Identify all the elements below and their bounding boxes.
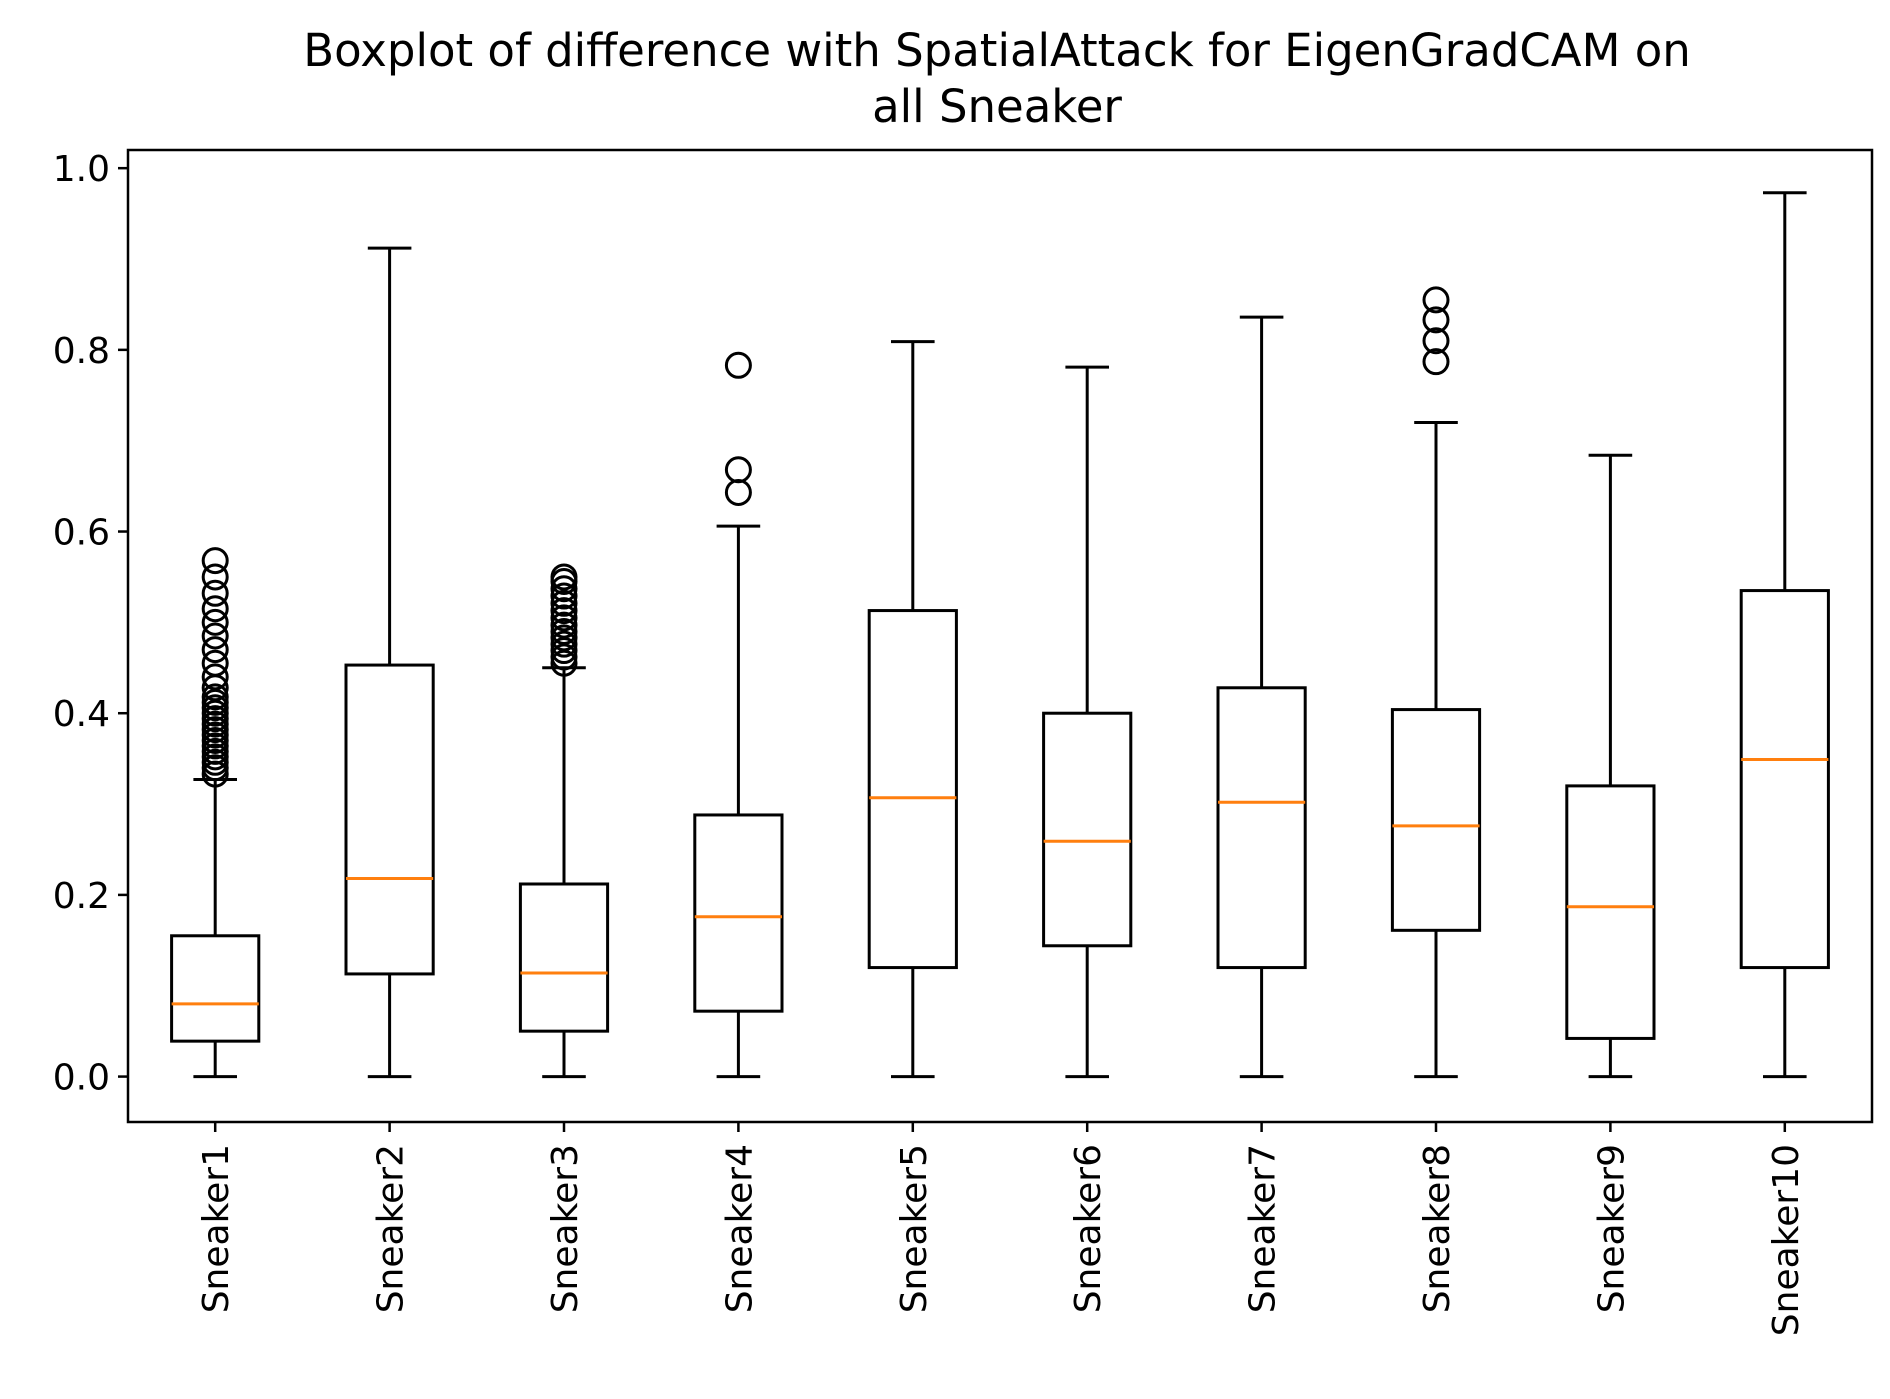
axes: 0.0 0.2 0.4 0.6 0.8 1.0 Sneaker1 Sneaker2 Sneake…: [53, 148, 1874, 1336]
y-tick-label: 0.2: [53, 876, 110, 917]
outlier-point: [724, 478, 752, 506]
y-tick-label: 0.6: [53, 513, 110, 554]
box-group-10: [1739, 191, 1830, 1079]
outlier-point: [550, 589, 578, 617]
x-tick-label: Sneaker5: [894, 1144, 935, 1313]
x-tick-label: Sneaker9: [1591, 1144, 1632, 1313]
chart-title-line-1: Boxplot of difference with SpatialAttack…: [303, 24, 1691, 77]
outlier-point: [724, 351, 752, 379]
outlier-point: [550, 563, 578, 591]
outlier-point: [201, 547, 229, 575]
outlier-point: [1422, 286, 1450, 314]
outlier-point: [201, 563, 229, 591]
x-tick-label: Sneaker10: [1766, 1144, 1807, 1336]
outlier-point: [1422, 306, 1450, 334]
plot-marks: [170, 191, 1830, 1079]
x-tick-label: Sneaker8: [1417, 1144, 1458, 1313]
outlier-point: [201, 649, 229, 677]
outlier-point: [201, 663, 229, 691]
iqr-box: [1216, 686, 1307, 970]
box-group-6: [1042, 365, 1133, 1079]
outlier-point: [1422, 348, 1450, 376]
x-tick-label: Sneaker2: [371, 1144, 412, 1313]
outlier-point: [550, 575, 578, 603]
box-group-1: [170, 547, 261, 1079]
box-group-9: [1565, 453, 1656, 1079]
y-tick-label: 0.0: [53, 1058, 110, 1099]
iqr-box: [1390, 708, 1482, 932]
iqr-box: [344, 663, 435, 976]
outlier-point: [550, 611, 578, 639]
chart-title-line-2: all Sneaker: [872, 80, 1122, 133]
outlier-point: [201, 608, 229, 636]
box-group-7: [1216, 315, 1307, 1079]
outlier-point: [201, 579, 229, 607]
outlier-point: [550, 624, 578, 652]
plot-frame: [126, 148, 1874, 1124]
box-group-4: [693, 351, 784, 1079]
iqr-box: [518, 882, 610, 1033]
outlier-point: [1422, 327, 1450, 355]
x-tick-label: Sneaker4: [719, 1144, 760, 1313]
outlier-point: [201, 683, 229, 711]
outlier-point: [201, 622, 229, 650]
iqr-box: [1565, 784, 1656, 1040]
y-tick-label: 0.4: [53, 694, 110, 735]
box-group-5: [867, 340, 958, 1079]
outlier-point: [550, 582, 578, 610]
box-group-8: [1390, 286, 1482, 1079]
y-tick-label: 1.0: [53, 149, 110, 190]
outlier-point: [550, 617, 578, 645]
box-group-2: [344, 246, 435, 1079]
y-tick-label: 0.8: [53, 331, 110, 372]
iqr-box: [1042, 711, 1133, 948]
x-tick-label: Sneaker3: [545, 1144, 586, 1313]
iqr-box: [693, 813, 784, 1013]
outlier-point: [550, 597, 578, 625]
x-tick-label: Sneaker1: [196, 1144, 237, 1313]
outlier-point: [724, 456, 752, 484]
iqr-box: [170, 934, 261, 1043]
x-tick-label: Sneaker7: [1243, 1144, 1284, 1313]
iqr-box: [1739, 589, 1830, 970]
outlier-point: [550, 630, 578, 658]
outlier-point: [201, 636, 229, 664]
box-group-3: [518, 563, 610, 1079]
x-tick-label: Sneaker6: [1068, 1144, 1109, 1313]
iqr-box: [867, 609, 958, 970]
outlier-point: [201, 595, 229, 623]
outlier-point: [550, 604, 578, 632]
